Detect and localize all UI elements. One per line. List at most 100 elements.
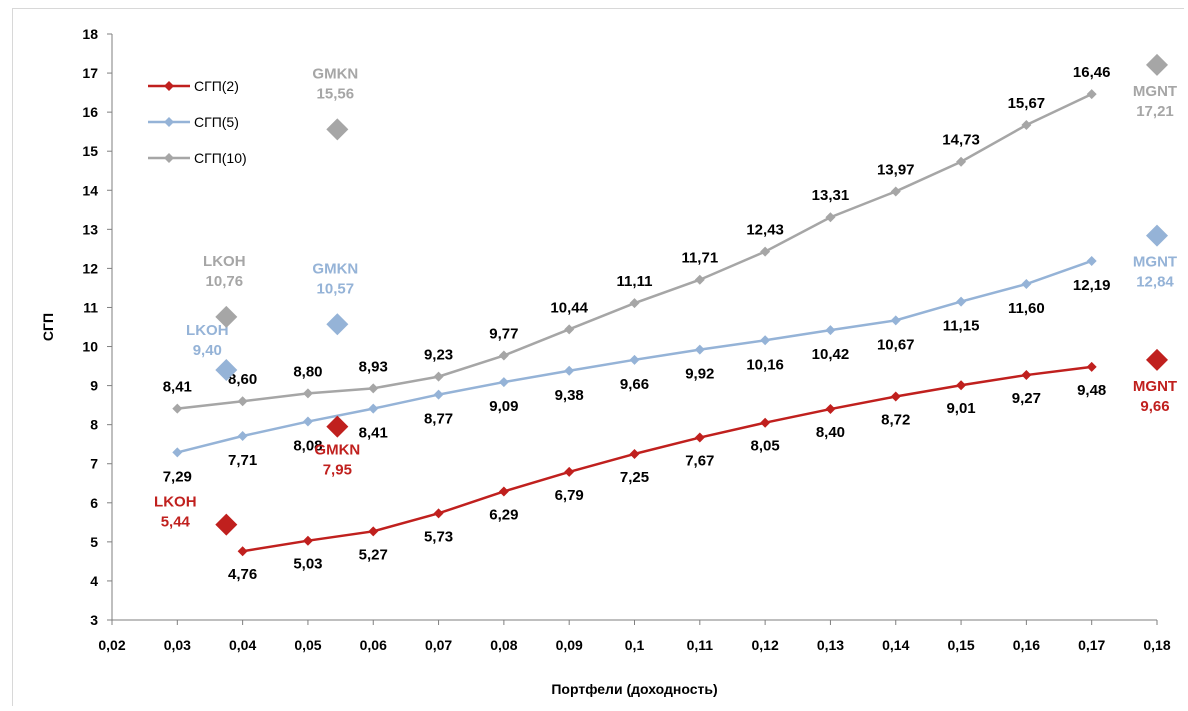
y-tick-label: 11 (83, 299, 98, 315)
series-3-point (302, 388, 313, 399)
x-tick-label: 0,04 (229, 637, 256, 653)
series-2-point (760, 335, 771, 346)
series-1-point (629, 448, 640, 459)
y-tick-label: 15 (82, 143, 98, 159)
data-label: 12,19 (1073, 277, 1111, 294)
annotation-value: 9,40 (193, 342, 222, 359)
series-2-point (498, 377, 509, 388)
x-tick-label: 0,14 (882, 637, 909, 653)
series-3-point (694, 274, 705, 285)
data-label: 10,16 (746, 356, 784, 373)
series-3-point (1086, 89, 1097, 100)
data-label: 11,11 (617, 273, 653, 290)
annotation-ticker: GMKN (314, 442, 360, 459)
series-1-point (825, 404, 836, 415)
data-label: 8,41 (359, 425, 388, 442)
x-tick-label: 0,15 (947, 637, 974, 653)
x-tick-label: 0,02 (98, 637, 125, 653)
legend-marker-3 (164, 153, 174, 163)
data-label: 5,03 (293, 556, 322, 573)
series-3-point (760, 246, 771, 257)
series-3-point (956, 156, 967, 167)
y-tick-label: 13 (82, 221, 98, 237)
annotation-marker (326, 415, 349, 438)
series-2-point (433, 389, 444, 400)
data-label: 9,38 (555, 387, 584, 404)
data-label: 15,67 (1008, 95, 1046, 112)
x-tick-label: 0,09 (556, 637, 583, 653)
annotation-ticker: GMKN (312, 65, 358, 82)
data-label: 5,73 (424, 528, 453, 545)
data-label: 4,76 (228, 566, 257, 583)
series-3-point (890, 186, 901, 197)
series-2-point (956, 296, 967, 307)
data-label: 9,27 (1012, 390, 1041, 407)
series-2-point (825, 325, 836, 336)
x-tick-label: 0,17 (1078, 637, 1105, 653)
x-tick-label: 0,03 (164, 637, 191, 653)
annotation-ticker: GMKN (312, 260, 358, 277)
series-2-point (564, 365, 575, 376)
series-1-point (368, 526, 379, 537)
data-label: 8,41 (163, 379, 192, 396)
data-label: 8,40 (816, 424, 845, 441)
data-label: 9,77 (489, 326, 518, 343)
series-3-point (433, 371, 444, 382)
series-2-point (1021, 279, 1032, 290)
series-3-point (1021, 120, 1032, 131)
annotation-value: 17,21 (1136, 103, 1174, 120)
annotation-value: 7,95 (323, 462, 352, 479)
series-1-point (1086, 361, 1097, 372)
series-1-point (302, 535, 313, 546)
y-tick-label: 14 (82, 182, 98, 198)
x-tick-label: 0,07 (425, 637, 452, 653)
series-1-point (956, 380, 967, 391)
series-2-point (694, 344, 705, 355)
data-label: 9,48 (1077, 382, 1106, 399)
annotation-ticker: MGNT (1133, 254, 1177, 271)
data-label: 11,15 (943, 318, 980, 335)
y-tick-label: 3 (90, 612, 98, 628)
series-2-point (172, 447, 183, 458)
annotation-marker (1146, 53, 1168, 76)
data-label: 11,71 (681, 250, 718, 267)
series-2-point (237, 430, 248, 441)
y-tick-label: 6 (90, 495, 98, 511)
x-tick-label: 0,12 (752, 637, 779, 653)
annotation-marker (215, 358, 238, 381)
data-label: 8,08 (293, 438, 322, 455)
series-2-point (629, 354, 640, 365)
data-label: 10,44 (550, 299, 588, 316)
series-2-point (1086, 255, 1097, 266)
data-label: 8,60 (228, 371, 257, 388)
x-axis-label: Портфели (доходность) (551, 681, 717, 697)
y-tick-label: 10 (82, 339, 98, 355)
series-2-point (368, 403, 379, 414)
data-label: 10,67 (877, 336, 915, 353)
annotation-ticker: MGNT (1133, 83, 1177, 100)
series-1-point (433, 508, 444, 519)
data-label: 7,71 (228, 452, 257, 469)
data-label: 12,43 (746, 222, 784, 239)
data-label: 11,60 (1008, 300, 1045, 317)
data-label: 13,31 (812, 187, 850, 204)
annotation-marker (1146, 224, 1168, 247)
series-3-point (498, 350, 509, 361)
data-label: 8,80 (293, 363, 322, 380)
series-1-point (694, 432, 705, 443)
x-tick-label: 0,06 (360, 637, 387, 653)
data-label: 8,93 (359, 358, 388, 375)
annotation-marker (1146, 348, 1168, 371)
data-label: 13,97 (877, 161, 915, 178)
data-label: 16,46 (1073, 64, 1111, 81)
annotation-value: 12,84 (1136, 274, 1174, 291)
series-1-point (498, 486, 509, 497)
series-3-point (172, 403, 183, 414)
y-tick-label: 12 (82, 260, 98, 276)
series-1-point (760, 417, 771, 428)
annotation-ticker: LKOH (154, 494, 197, 511)
legend-marker-1 (164, 81, 174, 91)
x-tick-label: 0,05 (294, 637, 321, 653)
series-3-point (629, 298, 640, 309)
series-2-point (890, 315, 901, 326)
